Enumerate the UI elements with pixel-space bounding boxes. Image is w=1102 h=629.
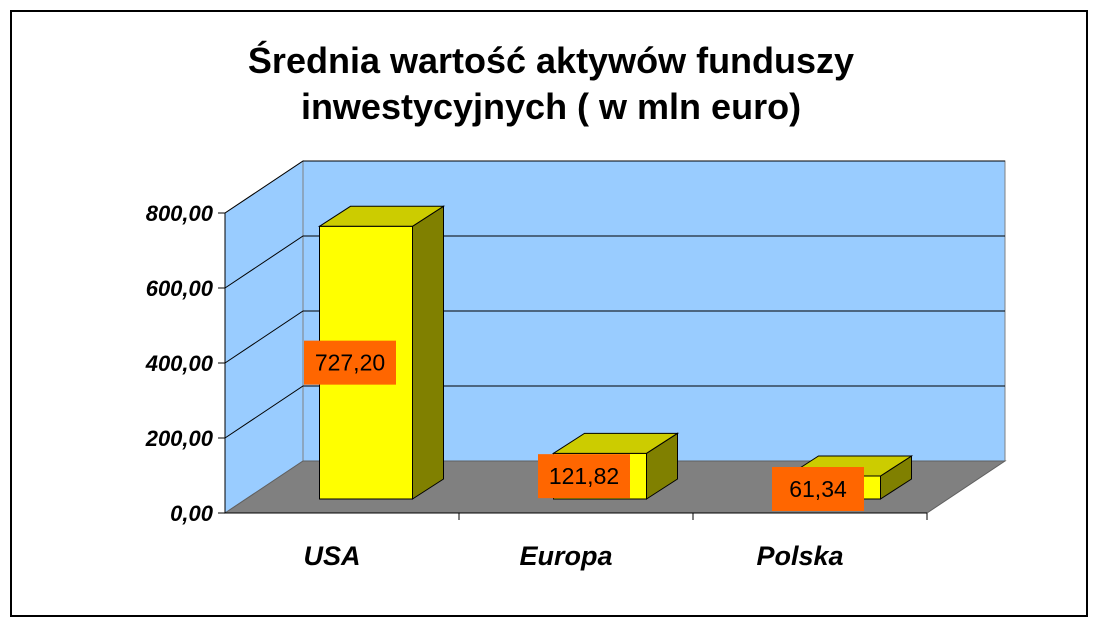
data-label: 121,82 <box>549 463 619 489</box>
bar-europa-top <box>551 432 680 454</box>
gridline <box>224 160 1005 214</box>
chart-title-line-1: Średnia wartość aktywów funduszy <box>247 40 855 81</box>
gridline <box>224 385 1005 439</box>
y-tick-label: 200,00 <box>145 426 214 451</box>
y-tick-label: 800,00 <box>146 201 214 226</box>
chart-title-line-2: inwestycyjnych ( w mln euro) <box>300 86 802 127</box>
y-tick-label: 400,00 <box>145 351 214 376</box>
chart-title: Średnia wartość aktywów funduszy inwesty… <box>0 38 1102 130</box>
y-tick-label: 0,00 <box>170 501 214 526</box>
data-label-box <box>304 340 396 385</box>
x-tick-label: USA <box>303 541 360 571</box>
data-label-box <box>538 454 630 499</box>
y-tick-label: 600,00 <box>146 276 214 301</box>
bar-usa-top <box>317 205 446 227</box>
data-label: 727,20 <box>315 350 385 376</box>
x-tick-label: Europa <box>519 541 612 571</box>
bar-usa-side <box>412 205 444 500</box>
gridline <box>224 235 1005 289</box>
gridline <box>224 310 1005 364</box>
data-label: 61,34 <box>789 476 847 502</box>
x-tick-label: Polska <box>756 541 843 571</box>
data-label-box <box>772 467 864 511</box>
